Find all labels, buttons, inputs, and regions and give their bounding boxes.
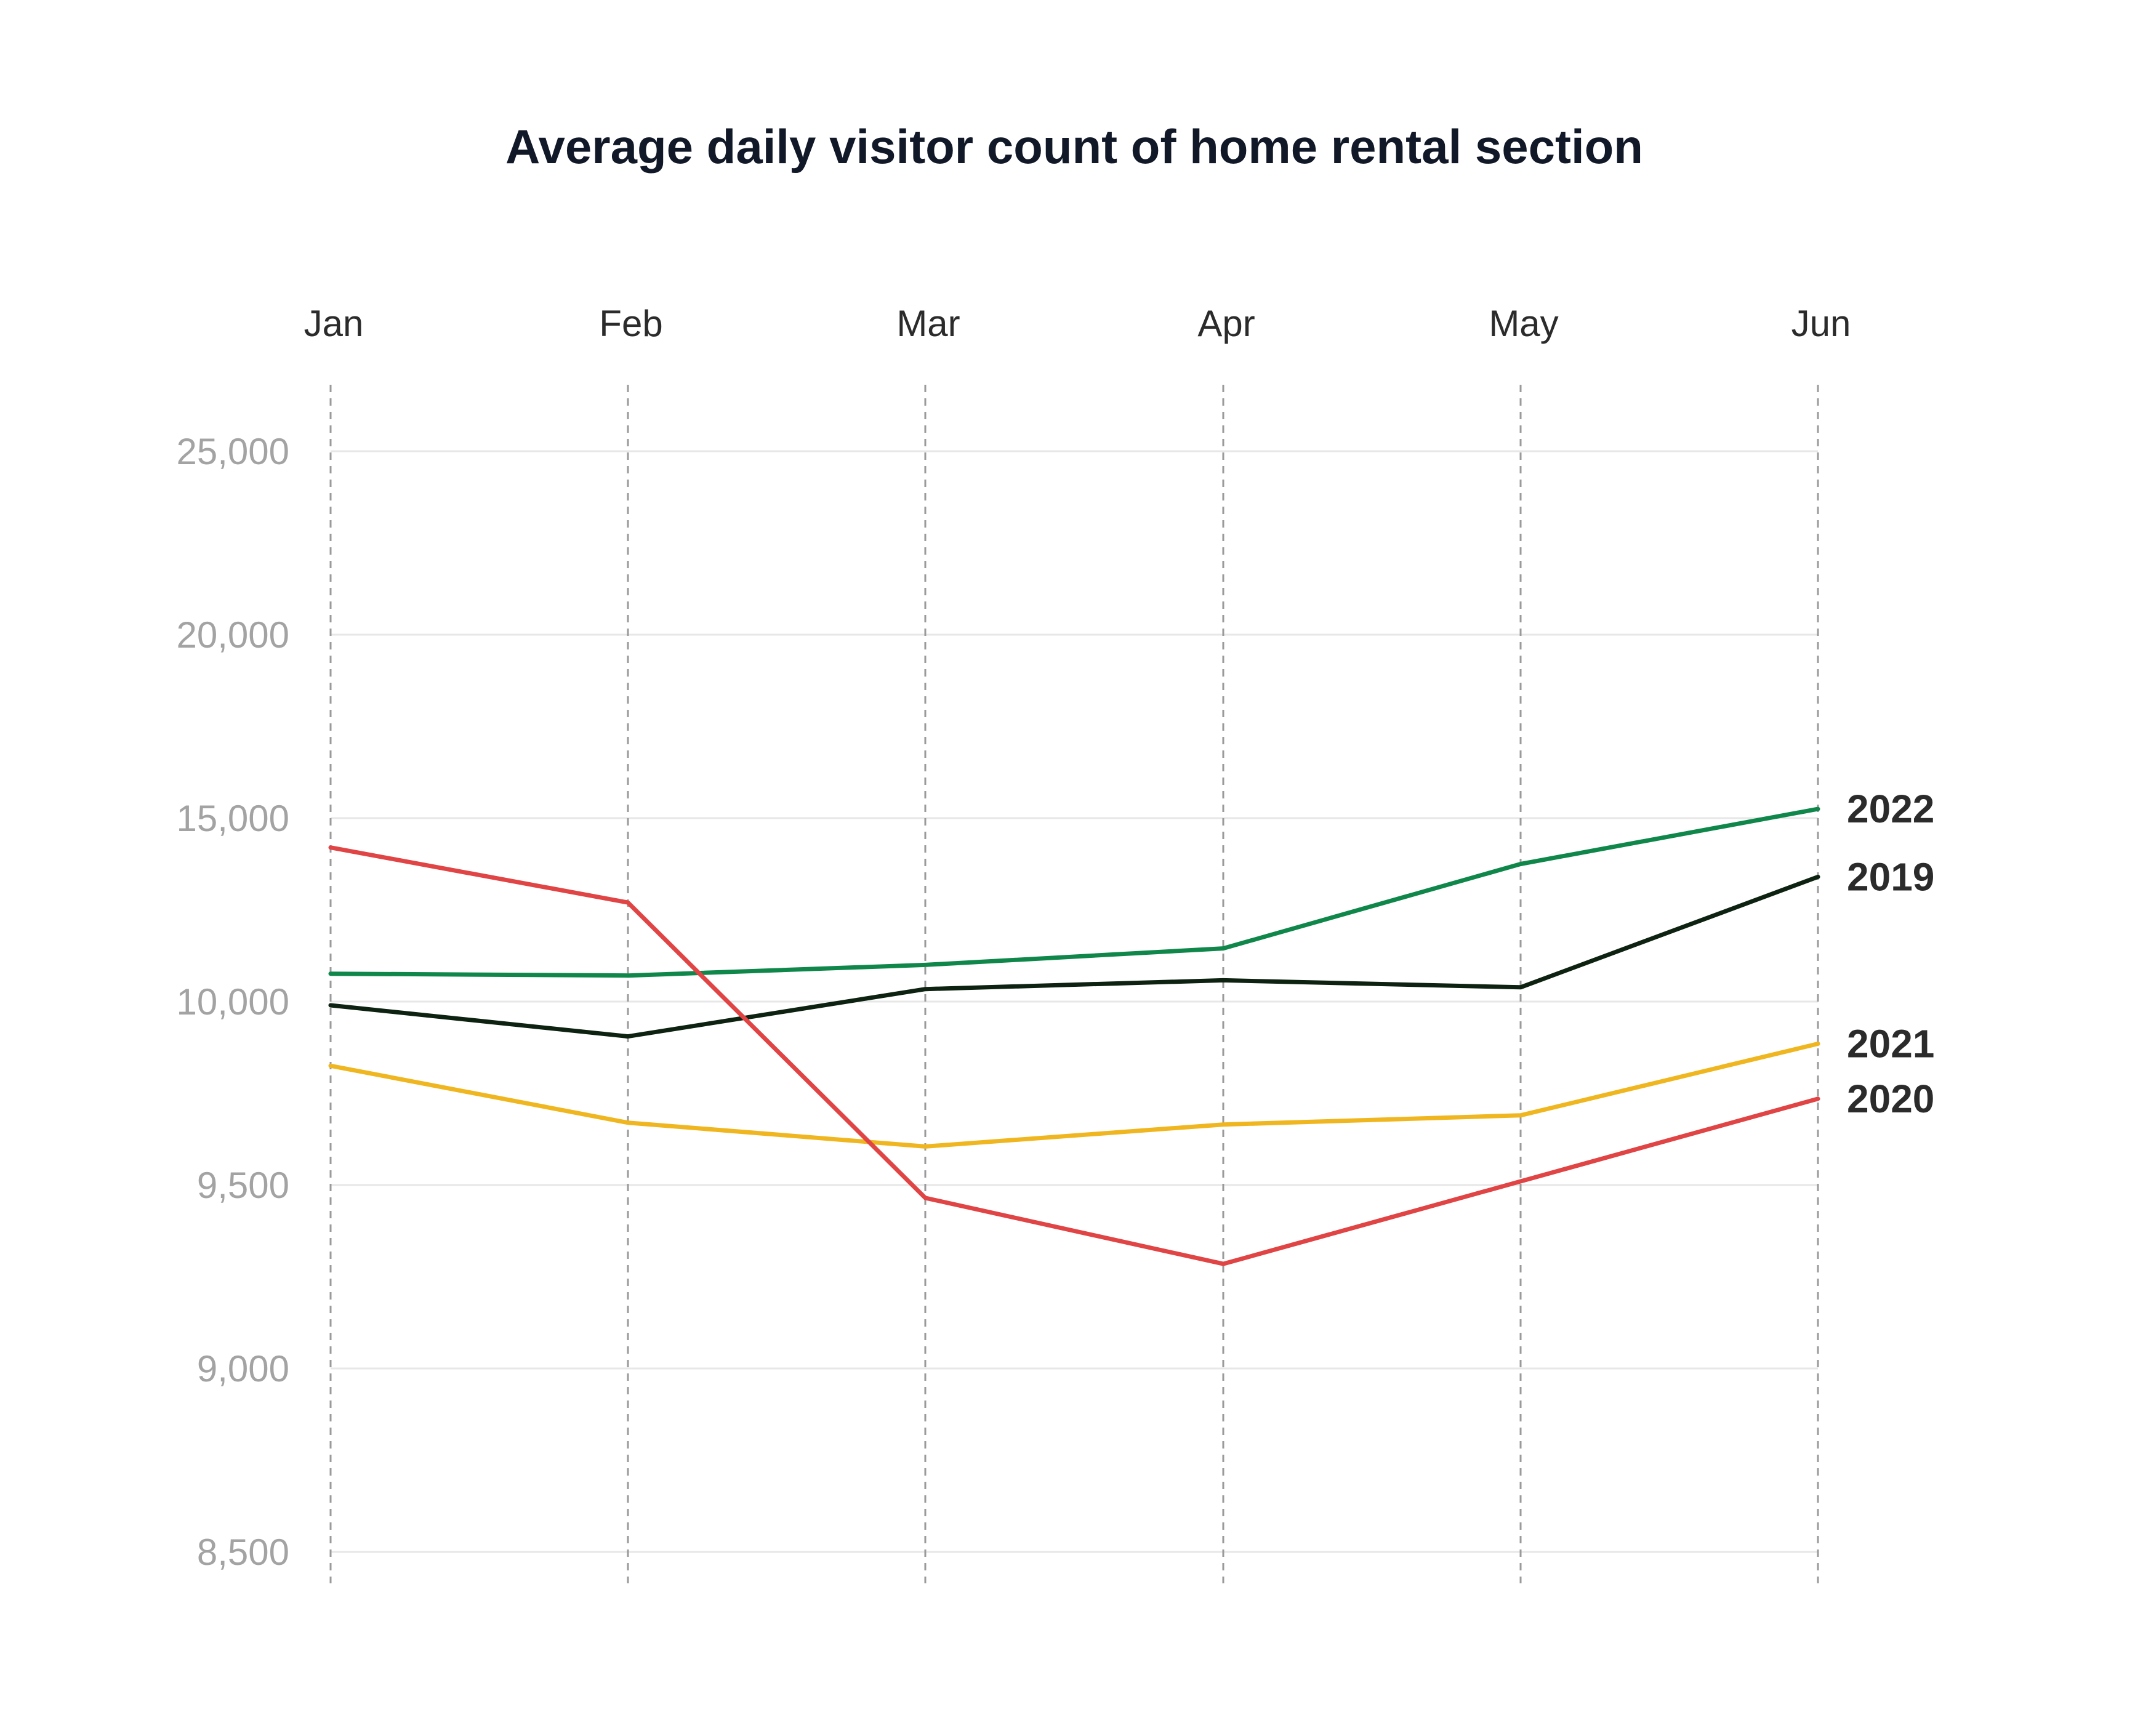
x-axis-tick-labels: Jan Feb Mar Apr May Jun <box>304 303 1851 344</box>
month-guide-lines <box>329 385 1819 1583</box>
series-label-2022: 2022 <box>1847 787 1934 831</box>
y-tick-label: 20,000 <box>176 614 289 656</box>
x-tick-label: Jun <box>1791 303 1851 344</box>
y-tick-label: 9,500 <box>197 1165 289 1206</box>
x-tick-label: Mar <box>896 303 960 344</box>
series-label-2021: 2021 <box>1847 1022 1934 1066</box>
chart-title: Average daily visitor count of home rent… <box>505 119 1643 174</box>
y-axis-tick-labels: 25,000 20,000 15,000 10,000 9,500 9,000 8,500 <box>176 431 289 1573</box>
y-tick-label: 9,000 <box>197 1348 289 1389</box>
gridlines <box>331 450 1818 1553</box>
series-line-2022 <box>328 806 1820 978</box>
series-lines <box>328 806 1820 1266</box>
series-label-2020: 2020 <box>1847 1077 1934 1121</box>
y-tick-label: 15,000 <box>176 798 289 839</box>
series-line-2020 <box>328 845 1820 1266</box>
x-tick-label: Apr <box>1197 303 1255 344</box>
x-tick-label: May <box>1489 303 1558 344</box>
series-line-2019 <box>328 874 1820 1039</box>
series-label-2019: 2019 <box>1847 854 1934 899</box>
y-tick-label: 8,500 <box>197 1532 289 1573</box>
y-tick-label: 25,000 <box>176 431 289 472</box>
y-tick-label: 10,000 <box>176 981 289 1023</box>
x-tick-label: Jan <box>304 303 364 344</box>
x-tick-label: Feb <box>599 303 662 344</box>
series-line-2021 <box>328 1042 1820 1149</box>
series-end-labels: 2022 2019 2021 2020 <box>1847 787 1934 1121</box>
